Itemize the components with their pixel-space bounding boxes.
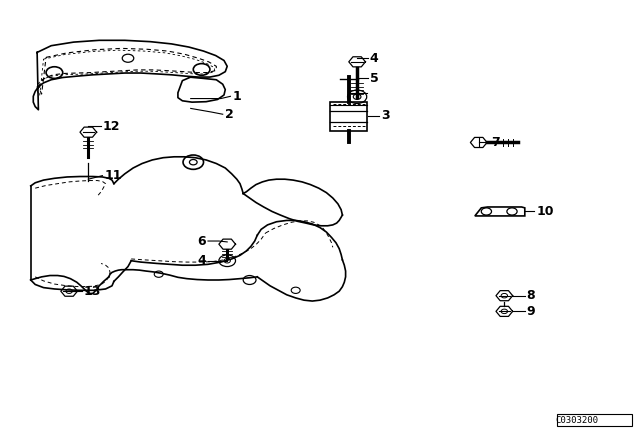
Text: 11: 11 bbox=[104, 169, 122, 182]
Text: 13: 13 bbox=[84, 284, 101, 298]
Text: 1: 1 bbox=[232, 90, 241, 103]
Text: 2: 2 bbox=[225, 108, 234, 121]
Text: 9: 9 bbox=[527, 305, 535, 318]
Text: 3: 3 bbox=[381, 109, 389, 122]
Text: 12: 12 bbox=[103, 120, 120, 133]
Text: 7: 7 bbox=[492, 136, 500, 149]
Text: 8: 8 bbox=[527, 289, 535, 302]
Text: 10: 10 bbox=[536, 205, 554, 218]
Text: 4: 4 bbox=[370, 52, 379, 65]
Text: C0303200: C0303200 bbox=[556, 416, 598, 425]
Text: 4: 4 bbox=[197, 254, 206, 267]
Bar bbox=[557, 414, 632, 426]
Bar bbox=[330, 102, 367, 131]
Text: 5: 5 bbox=[370, 72, 379, 85]
Text: 6: 6 bbox=[198, 234, 206, 248]
